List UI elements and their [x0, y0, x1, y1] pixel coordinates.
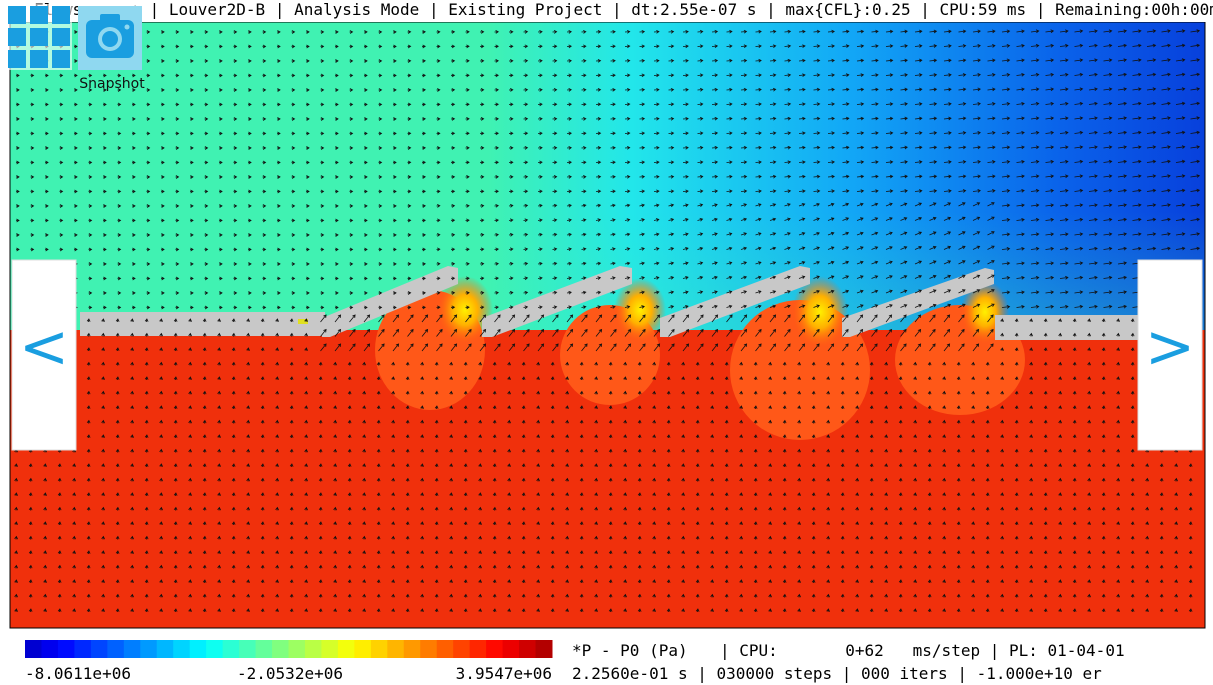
colorbar-segment [57, 640, 75, 658]
prev-arrow: < [19, 312, 69, 382]
simulation-field [9, 21, 1206, 629]
colorbar-segment [123, 640, 141, 658]
colorbar-max: 3.9547e+06 [456, 664, 552, 683]
colorbar-segment [189, 640, 207, 658]
colorbar-segment [156, 640, 174, 658]
colorbar [25, 640, 553, 658]
next-arrow: > [1145, 312, 1195, 382]
geometry [80, 266, 1138, 340]
colorbar-segment [90, 640, 108, 658]
colorbar-segment [354, 640, 372, 658]
colorbar-segment [469, 640, 487, 658]
prev-button[interactable]: < [11, 259, 77, 451]
colorbar-segment [519, 640, 537, 658]
colorbar-segment [173, 640, 191, 658]
colorbar-segment [370, 640, 388, 658]
status-line-2: 2.2560e-01 s | 030000 steps | 000 iters … [572, 664, 1102, 683]
colorbar-segment [222, 640, 240, 658]
colorbar-segment [255, 640, 273, 658]
colorbar-segment [288, 640, 306, 658]
colorbar-segment [403, 640, 421, 658]
colorbar-segment [420, 640, 438, 658]
colorbar-segment [387, 640, 405, 658]
title-bar [0, 0, 1213, 22]
colorbar-segment [140, 640, 158, 658]
menu-button[interactable] [6, 4, 72, 70]
colorbar-segment [486, 640, 504, 658]
colorbar-segment [535, 640, 553, 658]
snapshot-button[interactable]: Snapshot [78, 6, 145, 92]
colorbar-segment [453, 640, 471, 658]
colorbar-segment [337, 640, 355, 658]
title-text: Flowsquare+ | Louver2D-B | Analysis Mode… [34, 0, 1213, 19]
colorbar-segment [206, 640, 224, 658]
status-line-1: | CPU: 0+62 ms/step | PL: 01-04-01 [720, 641, 1125, 660]
snapshot-label: Snapshot [79, 76, 145, 92]
next-button[interactable]: > [1137, 259, 1203, 451]
colorbar-mid: -2.0532e+06 [237, 664, 343, 683]
colorbar-segment [25, 640, 42, 658]
colorbar-segment [436, 640, 454, 658]
colorbar-segment [74, 640, 92, 658]
colorbar-segment [502, 640, 520, 658]
colorbar-min: -8.0611e+06 [25, 664, 131, 683]
variable-name: *P - P0 (Pa) [572, 641, 688, 660]
colorbar-segment [107, 640, 125, 658]
colorbar-segment [321, 640, 339, 658]
colorbar-segment [304, 640, 322, 658]
colorbar-segment [239, 640, 257, 658]
colorbar-segment [41, 640, 59, 658]
colorbar-segment [272, 640, 289, 658]
